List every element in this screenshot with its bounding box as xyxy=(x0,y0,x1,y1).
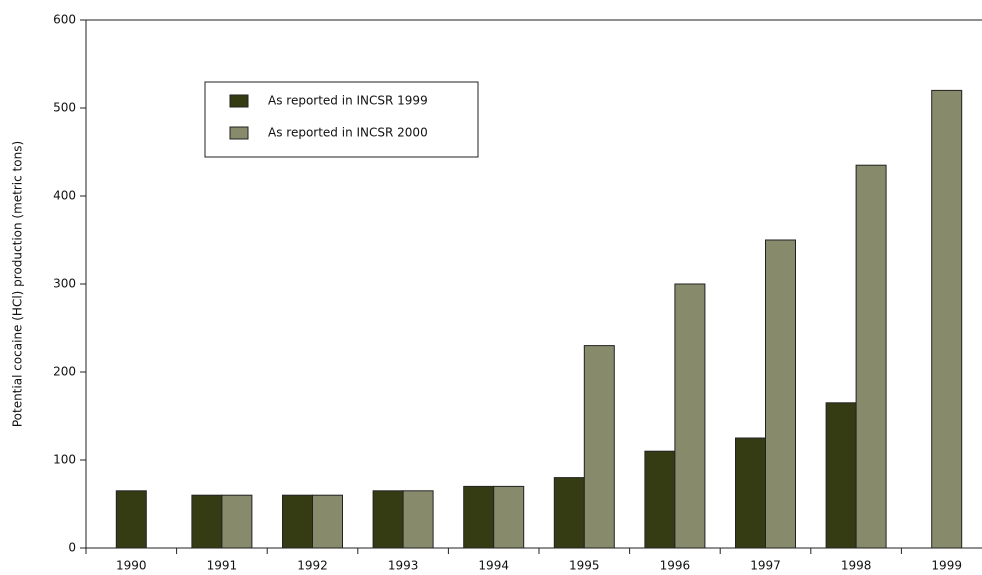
x-tick-label: 1998 xyxy=(841,559,872,573)
y-tick-label: 100 xyxy=(53,453,76,467)
y-tick-label: 500 xyxy=(53,101,76,115)
bar xyxy=(931,89,963,549)
bar xyxy=(674,283,706,549)
x-tick-label: 1999 xyxy=(931,559,962,573)
x-tick-label: 1993 xyxy=(388,559,419,573)
x-tick-label: 1990 xyxy=(116,559,147,573)
legend-swatch xyxy=(229,94,249,108)
bar xyxy=(402,490,434,549)
legend-box xyxy=(204,81,479,158)
bar xyxy=(825,402,857,549)
bar xyxy=(493,485,525,549)
bar xyxy=(765,239,796,549)
x-tick-label: 1992 xyxy=(297,559,328,573)
y-tick-label: 200 xyxy=(53,365,76,379)
bar xyxy=(735,437,766,549)
bar xyxy=(115,490,147,549)
bar xyxy=(191,494,223,549)
y-tick-label: 0 xyxy=(68,541,76,555)
x-tick-label: 1996 xyxy=(660,559,691,573)
bar xyxy=(312,494,343,549)
bar xyxy=(463,485,495,549)
y-tick-label: 400 xyxy=(53,189,76,203)
legend-label: As reported in INCSR 2000 xyxy=(268,126,428,140)
y-axis-label: Potential cocaine (HCl) production (metr… xyxy=(11,141,25,427)
x-tick-label: 1991 xyxy=(207,559,238,573)
x-tick-label: 1997 xyxy=(750,559,781,573)
bar xyxy=(221,494,253,549)
x-tick-label: 1994 xyxy=(478,559,509,573)
y-tick-label: 300 xyxy=(53,277,76,291)
bar xyxy=(583,345,615,549)
bar xyxy=(644,450,676,549)
legend-label: As reported in INCSR 1999 xyxy=(268,94,428,108)
y-tick-label: 600 xyxy=(53,13,76,27)
bar xyxy=(282,494,313,549)
bar xyxy=(372,490,404,549)
bar xyxy=(553,477,585,549)
bar xyxy=(855,164,887,549)
x-tick-label: 1995 xyxy=(569,559,600,573)
legend-swatch xyxy=(229,126,249,140)
